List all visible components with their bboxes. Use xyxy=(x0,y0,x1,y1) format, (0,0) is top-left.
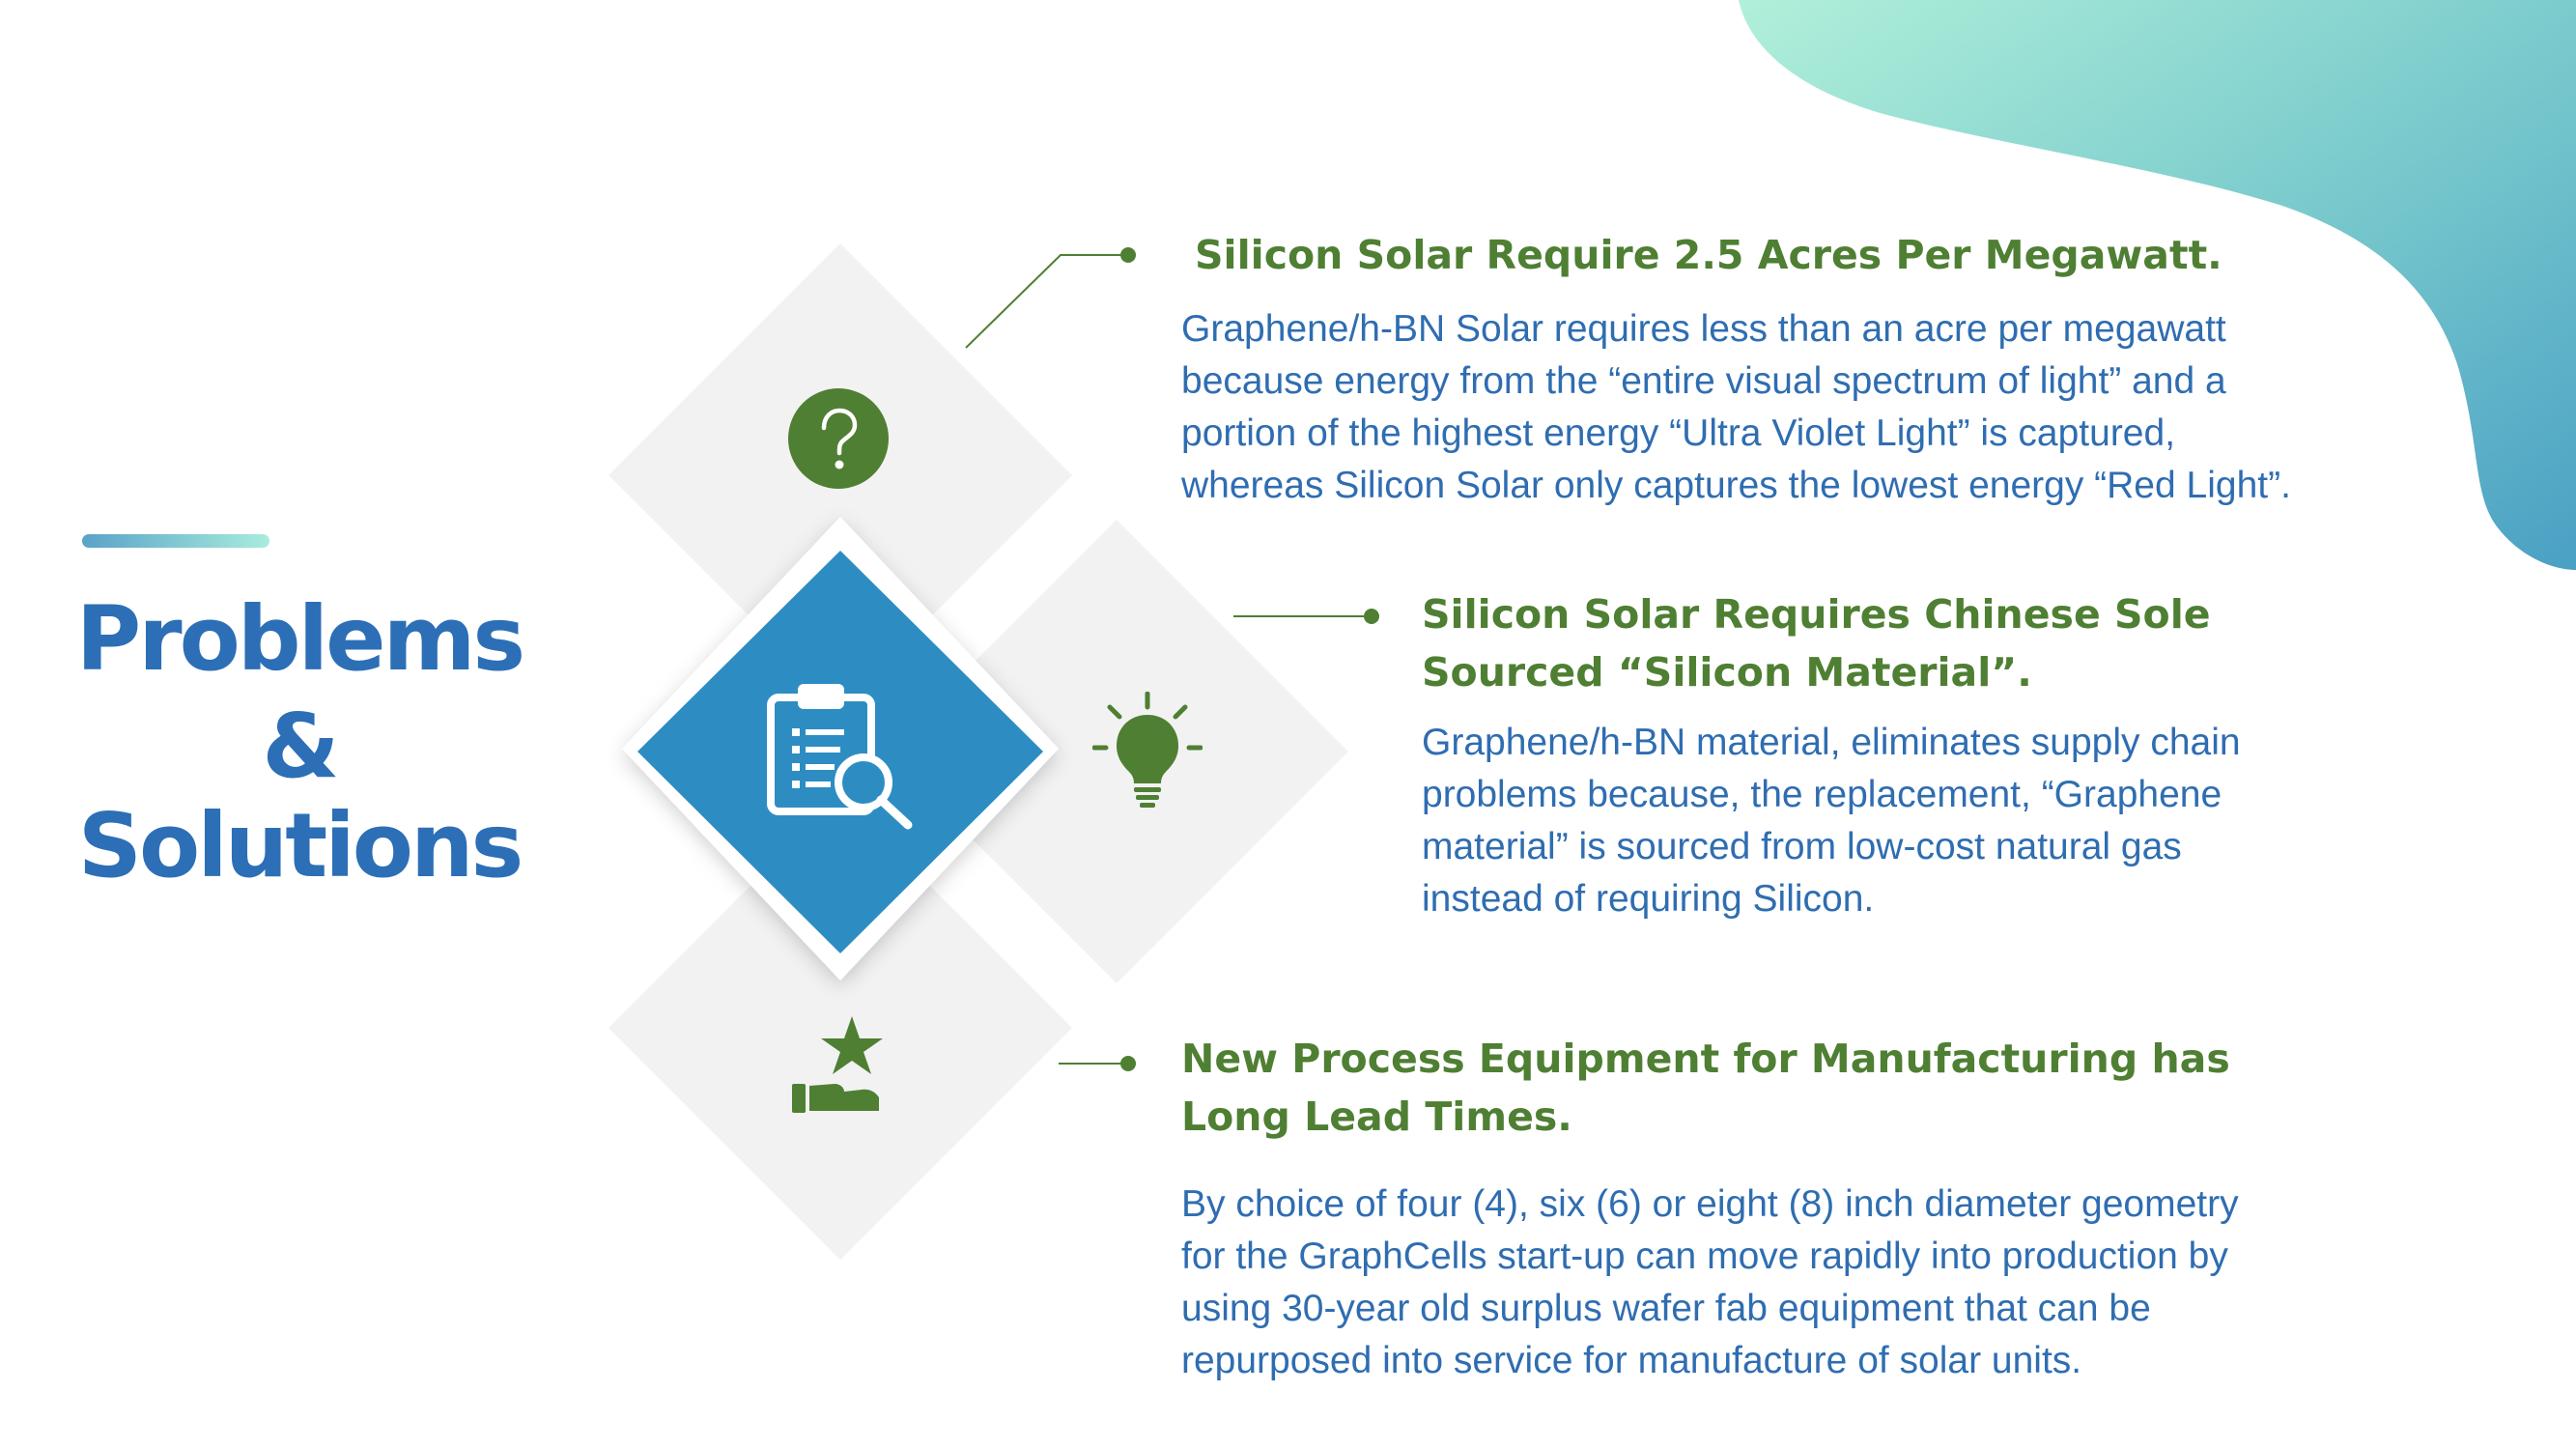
item-2-heading-line: Sourced “Silicon Material”. xyxy=(1422,649,2032,696)
hand-star-icon xyxy=(790,1014,891,1120)
item-1-body-line: Graphene/h-BN Solar requires less than a… xyxy=(1181,308,2226,350)
clipboard-search-icon xyxy=(763,676,918,836)
item-3-heading-line: New Process Equipment for Manufacturing … xyxy=(1181,1036,2230,1082)
item-3-body-line: using 30-year old surplus wafer fab equi… xyxy=(1181,1288,2151,1329)
item-3-body-line: for the GraphCells start-up can move rap… xyxy=(1181,1236,2228,1277)
connector-1 xyxy=(965,254,1128,349)
item-3-body: By choice of four (4), six (6) or eight … xyxy=(1181,1179,2239,1387)
item-2-heading-line: Silicon Solar Requires Chinese Sole xyxy=(1422,591,2211,638)
item-3-heading-line: Long Lead Times. xyxy=(1181,1094,1572,1140)
title-line-ampersand: & xyxy=(262,695,339,798)
item-2-body: Graphene/h-BN material, eliminates suppl… xyxy=(1422,717,2241,925)
item-3-heading: New Process Equipment for Manufacturing … xyxy=(1181,1030,2230,1146)
diamond-right xyxy=(885,520,1348,983)
item-2-heading: Silicon Solar Requires Chinese Sole Sour… xyxy=(1422,585,2211,701)
item-2-body-line: instead of requiring Silicon. xyxy=(1422,878,1875,920)
bullet-2 xyxy=(1364,609,1379,624)
item-1-body-line: because energy from the “entire visual s… xyxy=(1181,360,2226,402)
item-3-body-line: repurposed into service for manufacture … xyxy=(1181,1340,2082,1381)
question-icon xyxy=(787,387,890,495)
title-line-problems: Problems xyxy=(75,587,525,691)
item-1-body: Graphene/h-BN Solar requires less than a… xyxy=(1181,303,2291,512)
lightbulb-icon xyxy=(1091,691,1203,816)
item-2-body-line: Graphene/h-BN material, eliminates suppl… xyxy=(1422,722,2241,763)
item-3-body-line: By choice of four (4), six (6) or eight … xyxy=(1181,1183,2239,1225)
item-2-body-line: material” is sourced from low-cost natur… xyxy=(1422,826,2182,867)
title-line-solutions: Solutions xyxy=(77,794,524,897)
item-1-heading: Silicon Solar Require 2.5 Acres Per Mega… xyxy=(1195,232,2222,278)
item-1-body-line: whereas Silicon Solar only captures the … xyxy=(1181,465,2291,506)
bullet-1 xyxy=(1120,247,1136,263)
bullet-3 xyxy=(1120,1056,1136,1071)
item-1-body-line: portion of the highest energy “Ultra Vio… xyxy=(1181,412,2176,454)
diamond-bottom xyxy=(609,796,1072,1260)
item-2-body-line: problems because, the replacement, “Grap… xyxy=(1422,774,2222,815)
title-accent-bar xyxy=(82,534,269,548)
